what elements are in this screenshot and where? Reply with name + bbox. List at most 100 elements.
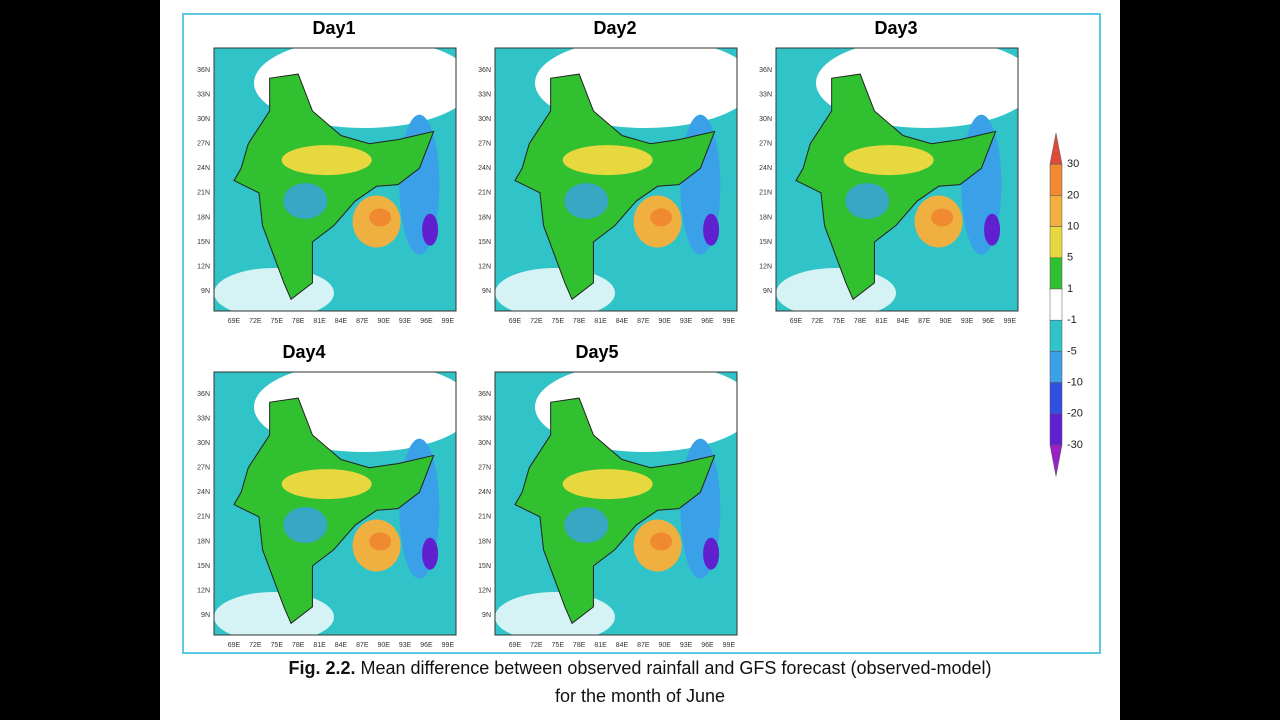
lat-label: 24N — [478, 489, 491, 496]
lat-label: 18N — [197, 538, 210, 545]
lat-label: 9N — [201, 612, 210, 619]
panel-title: Day2 — [593, 18, 636, 38]
gangetic-yellow — [281, 469, 372, 500]
lat-label: 33N — [478, 415, 491, 422]
lon-label: 81E — [594, 318, 607, 325]
map — [214, 48, 456, 311]
lon-label: 72E — [530, 642, 543, 649]
lat-label: 33N — [478, 91, 491, 98]
panel-title: Day1 — [312, 18, 355, 38]
bay-red — [650, 532, 673, 551]
lat-label: 30N — [759, 116, 772, 123]
lon-label: 72E — [811, 318, 824, 325]
caption-label: Fig. 2.2. — [288, 658, 355, 678]
lon-label: 99E — [1004, 318, 1017, 325]
colorbar-label: 5 — [1067, 252, 1073, 264]
map-frame — [213, 371, 457, 636]
map-panel: Day5 36N 33N 30N 27N 24N 21N 18N 15N 12N 9N 69E 72E 7… — [478, 342, 738, 649]
lat-label: 24N — [478, 165, 491, 172]
colorbar-segment — [1049, 257, 1063, 290]
colorbar-label: 1 — [1067, 283, 1073, 295]
lon-label: 72E — [249, 642, 262, 649]
lat-label: 33N — [197, 415, 210, 422]
colorbar-label: 10 — [1067, 221, 1079, 233]
panel-title: Day4 — [282, 342, 325, 362]
lat-label: 24N — [197, 165, 210, 172]
lat-label: 12N — [478, 263, 491, 270]
lon-label: 78E — [573, 642, 586, 649]
lon-label: 84E — [335, 642, 348, 649]
lon-label: 87E — [637, 642, 650, 649]
lat-label: 9N — [482, 612, 491, 619]
lat-label: 18N — [478, 214, 491, 221]
lon-label: 96E — [701, 642, 714, 649]
lat-label: 27N — [478, 465, 491, 472]
lat-label: 24N — [197, 489, 210, 496]
bay-red — [369, 532, 392, 551]
gangetic-yellow — [843, 145, 934, 176]
myanmar-purple — [984, 213, 1001, 246]
lat-label: 30N — [478, 440, 491, 447]
colorbar-label: 30 — [1067, 158, 1079, 170]
lon-label: 96E — [420, 318, 433, 325]
lon-label: 81E — [875, 318, 888, 325]
lat-label: 21N — [759, 190, 772, 197]
central-blue — [283, 183, 328, 220]
lat-label: 18N — [197, 214, 210, 221]
lon-label: 72E — [530, 318, 543, 325]
lat-label: 36N — [478, 391, 491, 398]
map-frame — [775, 47, 1019, 312]
lat-label: 27N — [197, 465, 210, 472]
map — [495, 48, 737, 311]
lon-label: 93E — [399, 318, 412, 325]
bay-red — [650, 208, 673, 227]
map — [214, 372, 456, 635]
figure-border — [182, 13, 1101, 654]
map-panel: Day4 36N 33N 30N 27N 24N 21N 18N 15N 12N 9N 69E 72E 7… — [197, 342, 457, 649]
colorbar-segment — [1049, 319, 1063, 352]
lon-label: 99E — [442, 642, 455, 649]
lon-label: 81E — [313, 642, 326, 649]
colorbar-segment — [1049, 195, 1063, 227]
bay-red — [931, 208, 954, 227]
lon-label: 69E — [790, 318, 803, 325]
central-blue — [564, 507, 609, 544]
myanmar-purple — [703, 213, 720, 246]
gangetic-yellow — [562, 145, 653, 176]
lat-label: 12N — [478, 587, 491, 594]
lon-label: 69E — [228, 318, 241, 325]
lat-label: 30N — [197, 440, 210, 447]
lon-label: 96E — [701, 318, 714, 325]
lat-label: 12N — [197, 263, 210, 270]
central-blue — [564, 183, 609, 220]
lon-label: 90E — [658, 318, 671, 325]
map-frame — [494, 47, 738, 312]
lon-label: 78E — [573, 318, 586, 325]
colorbar-label: -1 — [1067, 314, 1077, 326]
lat-label: 15N — [197, 239, 210, 246]
map-frame — [213, 47, 457, 312]
caption-line2: for the month of June — [555, 686, 725, 706]
lon-label: 93E — [680, 318, 693, 325]
lon-label: 93E — [399, 642, 412, 649]
lon-label: 84E — [616, 318, 629, 325]
lon-label: 93E — [680, 642, 693, 649]
gangetic-yellow — [281, 145, 372, 176]
lon-label: 78E — [292, 318, 305, 325]
lon-label: 90E — [939, 318, 952, 325]
lon-label: 84E — [897, 318, 910, 325]
lat-label: 18N — [759, 214, 772, 221]
lat-label: 15N — [197, 563, 210, 570]
colorbar-segment — [1049, 351, 1063, 383]
colorbar-label: -5 — [1067, 345, 1077, 357]
lat-label: 15N — [478, 563, 491, 570]
lon-label: 99E — [442, 318, 455, 325]
lat-label: 21N — [478, 190, 491, 197]
land — [514, 73, 716, 301]
colorbar-label: -20 — [1067, 408, 1083, 420]
lon-label: 69E — [509, 318, 522, 325]
lon-label: 90E — [658, 642, 671, 649]
lat-label: 9N — [763, 288, 772, 295]
lon-label: 90E — [377, 642, 390, 649]
